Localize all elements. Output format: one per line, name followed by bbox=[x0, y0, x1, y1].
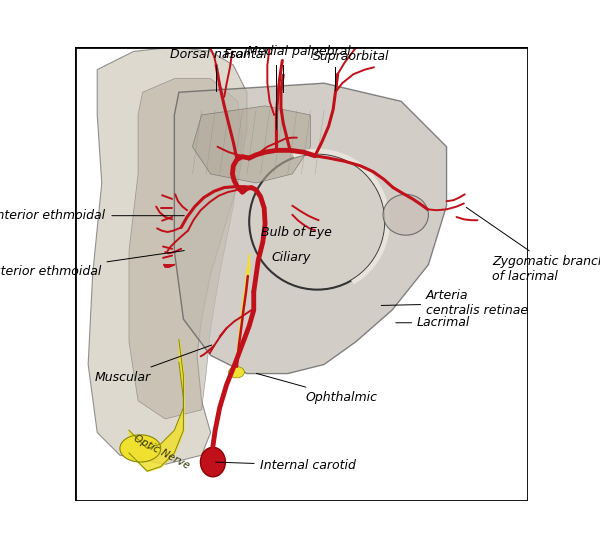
Text: Bulb of Eye: Bulb of Eye bbox=[262, 226, 332, 239]
Text: Lacrimal: Lacrimal bbox=[396, 316, 470, 329]
Text: Arteria
centralis retinae: Arteria centralis retinae bbox=[381, 289, 528, 317]
Text: Posterior ethmoidal: Posterior ethmoidal bbox=[0, 251, 184, 278]
Ellipse shape bbox=[200, 447, 226, 477]
Text: Anterior ethmoidal: Anterior ethmoidal bbox=[0, 209, 184, 222]
Polygon shape bbox=[88, 47, 247, 464]
Text: Ciliary: Ciliary bbox=[272, 251, 311, 264]
Text: Internal carotid: Internal carotid bbox=[215, 459, 356, 472]
Ellipse shape bbox=[120, 435, 161, 462]
Text: Medial palpebral: Medial palpebral bbox=[247, 45, 351, 58]
Ellipse shape bbox=[249, 154, 385, 289]
Text: Dorsal nasal: Dorsal nasal bbox=[170, 47, 247, 60]
Text: Muscular: Muscular bbox=[95, 345, 212, 384]
Text: Frontal: Frontal bbox=[224, 47, 268, 60]
Polygon shape bbox=[193, 106, 310, 183]
Text: Ophthalmic: Ophthalmic bbox=[256, 373, 378, 404]
Ellipse shape bbox=[229, 367, 244, 378]
Ellipse shape bbox=[383, 195, 428, 235]
Text: Optic Nerve: Optic Nerve bbox=[132, 433, 191, 470]
Polygon shape bbox=[175, 83, 446, 373]
Text: Zygomatic branches
of lacrimal: Zygomatic branches of lacrimal bbox=[466, 207, 600, 283]
Text: Supraorbital: Supraorbital bbox=[313, 50, 389, 63]
Polygon shape bbox=[129, 78, 242, 419]
